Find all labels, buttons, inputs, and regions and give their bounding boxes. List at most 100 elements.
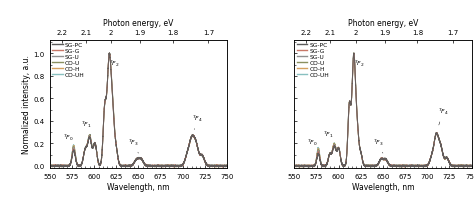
CO-UH bbox=[351, 53, 357, 55]
SG-G bbox=[469, 165, 474, 168]
CO-UH bbox=[224, 164, 230, 167]
CO-U bbox=[153, 165, 159, 168]
CO-H bbox=[47, 165, 53, 167]
CO-H bbox=[115, 154, 120, 156]
CO-UH bbox=[153, 165, 159, 167]
Line: CO-U: CO-U bbox=[294, 54, 472, 167]
SG-PC bbox=[438, 142, 443, 144]
CO-H bbox=[424, 165, 429, 167]
SG-U bbox=[107, 53, 112, 55]
CO-UH bbox=[179, 165, 185, 167]
Line: SG-PC: SG-PC bbox=[50, 54, 227, 167]
SG-PC bbox=[153, 165, 159, 168]
X-axis label: Wavelength, nm: Wavelength, nm bbox=[352, 182, 414, 191]
SG-PC bbox=[469, 165, 474, 168]
SG-U bbox=[179, 164, 185, 167]
SG-U bbox=[47, 164, 53, 167]
SG-U bbox=[407, 165, 412, 167]
Text: $^7F_0$: $^7F_0$ bbox=[63, 132, 74, 149]
SG-U bbox=[292, 165, 297, 167]
CO-U bbox=[115, 154, 120, 156]
CO-H bbox=[58, 166, 64, 168]
Line: SG-G: SG-G bbox=[50, 54, 227, 167]
SG-U bbox=[438, 141, 443, 144]
CO-H bbox=[469, 165, 474, 167]
CO-UH bbox=[453, 166, 458, 168]
SG-PC bbox=[359, 157, 365, 159]
SG-G bbox=[162, 165, 168, 168]
CO-UH bbox=[407, 164, 412, 167]
CO-UH bbox=[438, 142, 443, 145]
CO-H bbox=[359, 157, 365, 159]
SG-G bbox=[224, 165, 230, 167]
CO-UH bbox=[292, 165, 297, 167]
SG-G bbox=[219, 166, 225, 169]
SG-PC bbox=[79, 161, 85, 164]
SG-G bbox=[398, 165, 403, 167]
SG-PC bbox=[115, 154, 120, 156]
SG-U bbox=[351, 53, 356, 55]
SG-U bbox=[324, 163, 329, 166]
Text: $^7F_4$: $^7F_4$ bbox=[438, 107, 449, 125]
CO-U bbox=[407, 164, 412, 167]
SG-PC bbox=[224, 164, 230, 166]
SG-G bbox=[47, 165, 53, 167]
SG-PC bbox=[306, 166, 312, 169]
CO-UH bbox=[52, 166, 58, 169]
Text: $^7F_0$: $^7F_0$ bbox=[307, 137, 319, 154]
CO-U bbox=[351, 52, 357, 55]
CO-UH bbox=[469, 165, 474, 167]
SG-PC bbox=[222, 166, 228, 168]
SG-G bbox=[153, 165, 159, 167]
CO-H bbox=[292, 165, 297, 167]
Line: SG-G: SG-G bbox=[294, 54, 472, 167]
CO-U bbox=[424, 164, 429, 167]
SG-U bbox=[153, 165, 159, 167]
Text: $^7F_3$: $^7F_3$ bbox=[373, 137, 384, 153]
SG-PC bbox=[424, 164, 429, 166]
SG-U bbox=[173, 166, 179, 169]
CO-U bbox=[79, 162, 85, 165]
CO-UH bbox=[193, 139, 199, 141]
SG-PC bbox=[351, 53, 357, 55]
CO-H bbox=[79, 162, 85, 164]
SG-G bbox=[292, 165, 297, 167]
X-axis label: Photon energy, eV: Photon energy, eV bbox=[103, 19, 173, 28]
SG-PC bbox=[292, 164, 297, 167]
Text: $^7F_1$: $^7F_1$ bbox=[323, 129, 335, 146]
Line: CO-UH: CO-UH bbox=[294, 54, 472, 167]
CO-U bbox=[398, 165, 403, 167]
Y-axis label: Normalized intensity, a.u.: Normalized intensity, a.u. bbox=[22, 55, 31, 154]
CO-U bbox=[107, 53, 112, 55]
CO-H bbox=[153, 165, 159, 168]
SG-G bbox=[324, 164, 329, 166]
SG-G bbox=[359, 158, 365, 160]
SG-G bbox=[407, 165, 412, 167]
CO-UH bbox=[359, 157, 365, 160]
SG-PC bbox=[324, 163, 329, 166]
SG-G bbox=[193, 139, 199, 141]
CO-H bbox=[398, 165, 403, 167]
CO-UH bbox=[424, 164, 429, 167]
CO-U bbox=[162, 165, 168, 167]
SG-U bbox=[162, 164, 168, 167]
SG-U bbox=[224, 165, 230, 167]
Text: $^7F_3$: $^7F_3$ bbox=[128, 137, 139, 153]
SG-PC bbox=[179, 164, 185, 166]
SG-PC bbox=[398, 166, 403, 168]
CO-U bbox=[193, 139, 199, 141]
CO-UH bbox=[47, 165, 53, 167]
Legend: SG-PC, SG-G, SG-U, CO-U, CO-H, CO-UH: SG-PC, SG-G, SG-U, CO-U, CO-H, CO-UH bbox=[52, 43, 85, 78]
X-axis label: Wavelength, nm: Wavelength, nm bbox=[107, 182, 170, 191]
Line: CO-H: CO-H bbox=[294, 54, 472, 167]
CO-H bbox=[107, 53, 112, 55]
CO-U bbox=[469, 165, 474, 167]
Text: $^7F_1$: $^7F_1$ bbox=[81, 119, 91, 136]
CO-H bbox=[438, 142, 443, 144]
SG-U bbox=[359, 157, 365, 159]
CO-H bbox=[179, 164, 185, 166]
Line: SG-PC: SG-PC bbox=[294, 54, 472, 167]
CO-UH bbox=[79, 162, 85, 164]
CO-H bbox=[351, 53, 356, 55]
Text: $^7F_2$: $^7F_2$ bbox=[354, 55, 365, 69]
